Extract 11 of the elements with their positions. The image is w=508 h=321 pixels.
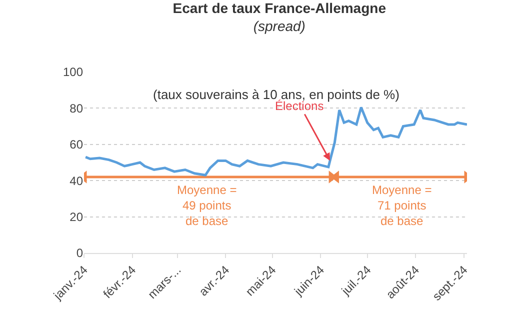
annotation: Moyenne = 71 points de base bbox=[372, 183, 432, 228]
y-tick-label: 0 bbox=[76, 246, 84, 260]
annotation: Moyenne = 49 points de base bbox=[177, 183, 237, 228]
annotation: Élections bbox=[275, 99, 324, 113]
chart-subtitle: (spread) bbox=[253, 18, 306, 34]
y-tick-label: 60 bbox=[70, 138, 84, 152]
y-tick-label: 40 bbox=[70, 174, 84, 188]
chart-title: Ecart de taux France-Allemagne bbox=[172, 0, 386, 16]
y-tick-label: 80 bbox=[70, 101, 84, 116]
y-tick-label: 20 bbox=[70, 210, 84, 224]
y-tick-label: 100 bbox=[62, 65, 84, 80]
